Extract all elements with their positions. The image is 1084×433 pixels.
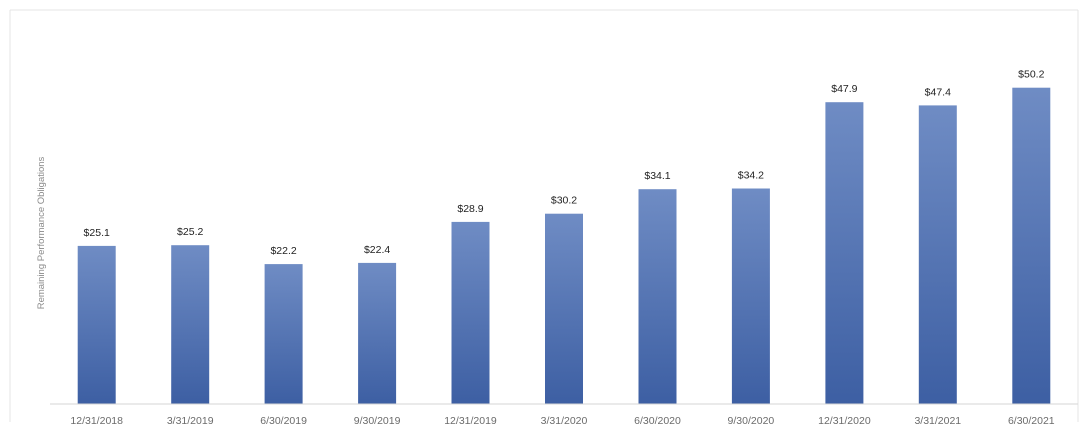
data-label-9/30/2019: $22.4 xyxy=(364,244,390,256)
bar-3/31/2019 xyxy=(171,245,210,404)
bar-12/31/2020 xyxy=(825,102,864,404)
bar-12/31/2019 xyxy=(451,221,490,404)
data-label-3/31/2019: $25.2 xyxy=(177,226,203,238)
y-axis-title: Remaining Performance Obligations xyxy=(36,156,47,309)
x-tick-label-12/31/2019: 12/31/2019 xyxy=(444,415,497,427)
data-label-12/31/2019: $28.9 xyxy=(457,203,483,215)
bar-9/30/2019 xyxy=(358,262,397,404)
x-tick-label-6/30/2019: 6/30/2019 xyxy=(260,415,307,427)
x-tick-label-9/30/2020: 9/30/2020 xyxy=(728,415,775,427)
bar-6/30/2020 xyxy=(638,189,677,404)
x-tick-label-9/30/2019: 9/30/2019 xyxy=(354,415,401,427)
x-tick-label-3/31/2021: 3/31/2021 xyxy=(914,415,961,427)
x-tick-label-12/31/2020: 12/31/2020 xyxy=(818,415,871,427)
x-tick-label-6/30/2021: 6/30/2021 xyxy=(1008,415,1055,427)
bar-3/31/2020 xyxy=(545,213,583,404)
bar-6/30/2021 xyxy=(1012,87,1051,404)
x-tick-label-3/31/2020: 3/31/2020 xyxy=(541,415,588,427)
x-tick-label-6/30/2020: 6/30/2020 xyxy=(634,415,681,427)
data-label-3/31/2021: $47.4 xyxy=(925,86,951,98)
data-label-12/31/2020: $47.9 xyxy=(831,83,857,95)
data-label-6/30/2021: $50.2 xyxy=(1018,69,1044,81)
data-label-6/30/2019: $22.2 xyxy=(270,245,296,257)
data-label-12/31/2018: $25.1 xyxy=(84,227,110,239)
bars-layer xyxy=(77,87,1051,405)
data-label-6/30/2020: $34.1 xyxy=(644,170,670,182)
data-label-3/31/2020: $30.2 xyxy=(551,195,577,207)
bar-3/31/2021 xyxy=(918,105,957,405)
bar-6/30/2019 xyxy=(264,264,303,404)
data-label-9/30/2020: $34.2 xyxy=(738,170,764,182)
x-tick-label-3/31/2019: 3/31/2019 xyxy=(167,415,214,427)
bar-9/30/2020 xyxy=(731,188,770,404)
bar-12/31/2018 xyxy=(77,245,116,404)
x-tick-label-12/31/2018: 12/31/2018 xyxy=(70,415,123,427)
value-labels-layer: $25.1 $25.2 $22.2 $22.4 $28.9 $30.2 $34.1 $34.2… xyxy=(84,69,1045,257)
x-tick-labels-layer: 12/31/2018 3/31/2019 6/30/2019 9/30/2019 12/… xyxy=(70,415,1054,427)
